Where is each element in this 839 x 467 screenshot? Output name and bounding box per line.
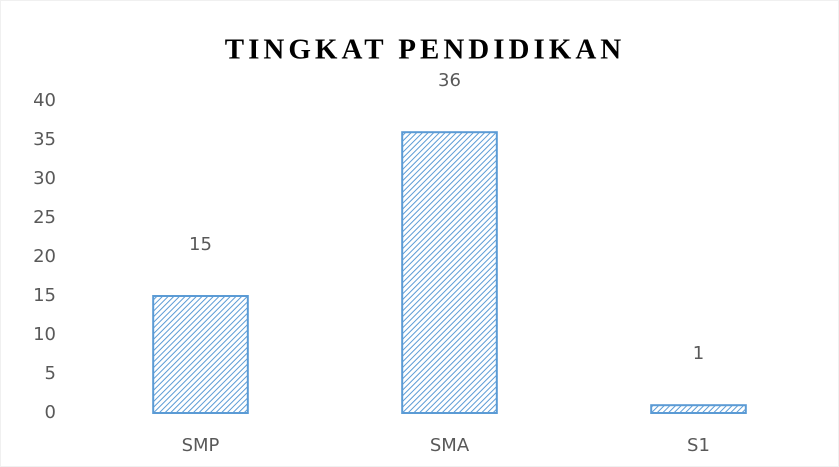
y-tick-label: 20 <box>33 246 56 267</box>
x-tick-label: S1 <box>687 435 710 456</box>
y-tick-label: 5 <box>45 363 56 384</box>
y-tick-label: 10 <box>33 324 56 345</box>
x-tick-label: SMP <box>182 435 220 456</box>
y-tick-label: 30 <box>33 168 56 189</box>
y-tick-label: 15 <box>33 285 56 306</box>
bar <box>650 404 747 415</box>
y-tick-label: 0 <box>45 402 56 423</box>
data-label: 1 <box>693 343 704 364</box>
y-tick-label: 40 <box>33 90 56 111</box>
bar <box>401 131 498 414</box>
data-label: 15 <box>189 234 212 255</box>
data-label: 36 <box>438 70 461 91</box>
y-tick-label: 25 <box>33 207 56 228</box>
x-tick-label: SMA <box>430 435 470 456</box>
bar <box>152 295 249 414</box>
y-tick-label: 35 <box>33 129 56 150</box>
chart-title: TINGKAT PENDIDIKAN <box>225 34 625 66</box>
